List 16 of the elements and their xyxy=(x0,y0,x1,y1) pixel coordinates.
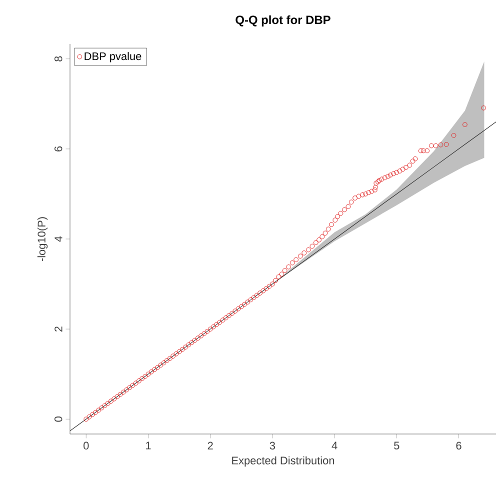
x-tick-label: 4 xyxy=(332,442,338,450)
x-tick-label: 5 xyxy=(394,442,400,450)
y-axis-title: -log10(P) xyxy=(37,217,48,262)
y-tick-label: 0 xyxy=(54,416,62,422)
x-tick-label: 2 xyxy=(208,442,213,450)
x-tick-label: 1 xyxy=(146,442,151,450)
x-tick-label: 6 xyxy=(456,442,462,450)
legend-label: DBP pvalue xyxy=(84,52,142,62)
chart-title: Q-Q plot for DBP xyxy=(236,15,330,26)
y-tick-label: 8 xyxy=(54,56,62,62)
x-axis-title: Expected Distribution xyxy=(232,456,334,467)
x-tick-label: 0 xyxy=(84,442,89,450)
x-tick-label: 3 xyxy=(270,442,276,450)
y-tick-label: 6 xyxy=(54,146,62,152)
y-tick-label: 2 xyxy=(54,326,62,332)
y-tick-label: 4 xyxy=(54,236,62,242)
